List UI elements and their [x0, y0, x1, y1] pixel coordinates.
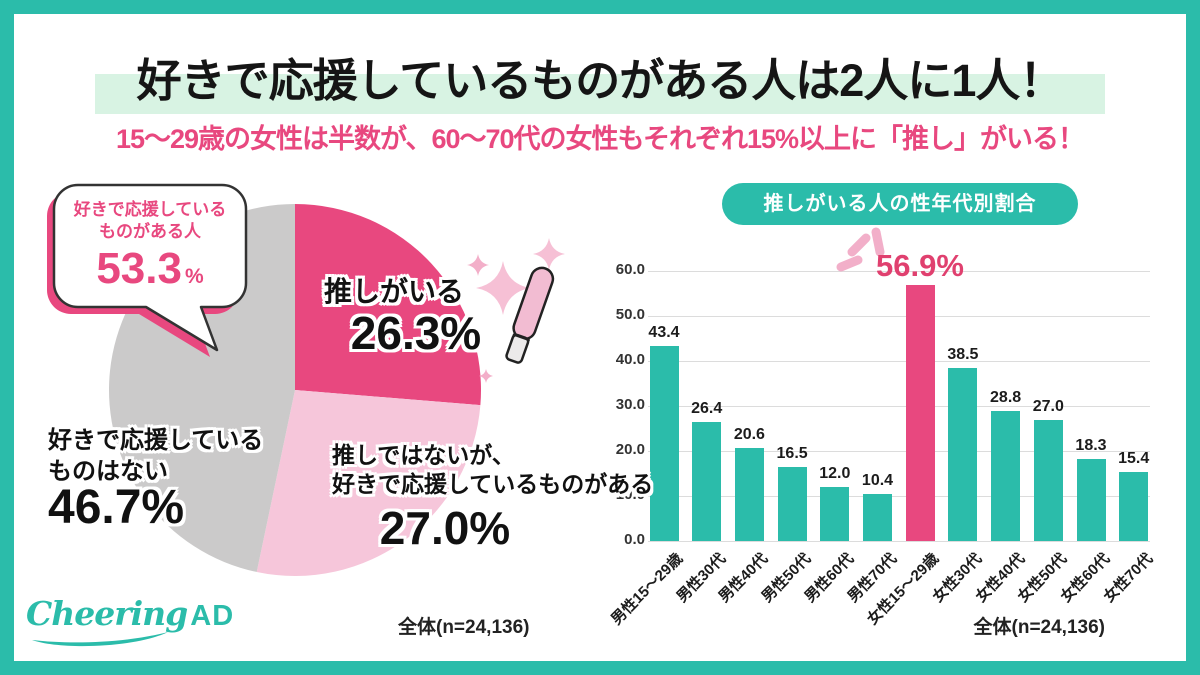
- bar: [948, 367, 978, 541]
- bar: [863, 494, 892, 541]
- page-subtitle: 15〜29歳の女性は半数が、60〜70代の女性もそれぞれ15%以上に「推し」がい…: [115, 124, 1085, 154]
- pie-label-oshi: 推しがいる: [323, 276, 464, 307]
- bar-value-label: 15.4: [1118, 449, 1150, 467]
- sparkle-icon: [533, 238, 565, 270]
- pie-label-fan: 推しではないが、 好きで応援しているものがある: [332, 442, 654, 498]
- bar: [991, 411, 1021, 541]
- penlight-stick: [505, 266, 555, 364]
- cheering-ad-logo: Cheering AD: [26, 594, 234, 647]
- gridline: [648, 316, 1150, 317]
- bar-value-label: 38.5: [947, 345, 979, 363]
- bar: [905, 284, 935, 541]
- pie-label-none: 好きで応援している ものはない: [48, 427, 264, 485]
- bar-value-label: 43.4: [648, 323, 680, 341]
- bar-value-label: 12.0: [819, 465, 851, 482]
- bar: [1119, 471, 1149, 541]
- sparkle-icon: [479, 369, 493, 383]
- bar-value-label: 10.4: [861, 472, 894, 490]
- y-axis-label: 40.0: [615, 351, 645, 368]
- bar-value-label: 26.4: [691, 400, 723, 418]
- bar: [1033, 419, 1063, 541]
- y-axis-label: 10.0: [615, 486, 645, 503]
- pie-slice: [256, 390, 481, 576]
- pie-value-fan: 27.0%: [379, 502, 511, 554]
- bar: [692, 422, 722, 541]
- callout-text: 好きで応援している ものがある人 53.3%: [54, 199, 246, 292]
- page-title: 好きで応援しているものがある人は2人に1人！: [136, 55, 1065, 106]
- gridline: [648, 361, 1150, 362]
- pie-value-oshi: 26.3%: [350, 307, 482, 359]
- bar: [777, 466, 807, 541]
- y-axis-label: 30.0: [615, 396, 645, 413]
- sample-size-note-pie: 全体(n=24,136): [398, 617, 530, 638]
- bar-highlight-value: 56.9%: [876, 248, 964, 283]
- bar-value-label: 27.0: [1032, 397, 1064, 415]
- emphasis-lines-icon: [836, 227, 885, 272]
- title-highlight-bar: [95, 74, 1105, 114]
- penlight-icon: [467, 238, 565, 383]
- gridline: [648, 496, 1150, 497]
- bar: [734, 448, 764, 541]
- callout-value: 53.3%: [96, 243, 204, 293]
- pie-value-none: 46.7%: [48, 481, 185, 534]
- logo-swoosh-icon: [32, 632, 168, 647]
- bar-value-label: 18.3: [1075, 436, 1107, 454]
- gridline: [648, 406, 1150, 407]
- sparkle-icon: [467, 254, 489, 276]
- y-axis-label: 0.0: [624, 531, 645, 548]
- bar-value-label: 20.6: [733, 426, 765, 444]
- bar-chart-header: 推しがいる人の性年代別割合: [722, 183, 1078, 225]
- gridline: [648, 541, 1150, 542]
- bar-value-label: 28.8: [990, 389, 1022, 407]
- logo-ad-text: AD: [190, 600, 235, 632]
- logo-script-text: Cheering: [26, 594, 188, 633]
- callout-bubble: 好きで応援している ものがある人 53.3%: [46, 183, 296, 378]
- sparkle-icon: [476, 261, 530, 315]
- bar: [649, 345, 679, 541]
- bar-value-label: 16.5: [776, 444, 808, 462]
- pie-slice: [295, 204, 481, 406]
- callout-label-line2: ものがある人: [99, 222, 201, 242]
- y-axis-label: 20.0: [615, 441, 645, 458]
- callout-label-line1: 好きで応援している: [73, 200, 227, 219]
- gridline: [648, 451, 1150, 452]
- y-axis-label: 50.0: [615, 306, 645, 323]
- speech-bubble-shape: [47, 183, 248, 357]
- gridline: [648, 271, 1150, 272]
- y-axis-label: 60.0: [615, 261, 645, 278]
- bar: [1076, 458, 1106, 541]
- bar: [820, 487, 850, 541]
- sample-size-note-bar: 全体(n=24,136): [973, 617, 1105, 638]
